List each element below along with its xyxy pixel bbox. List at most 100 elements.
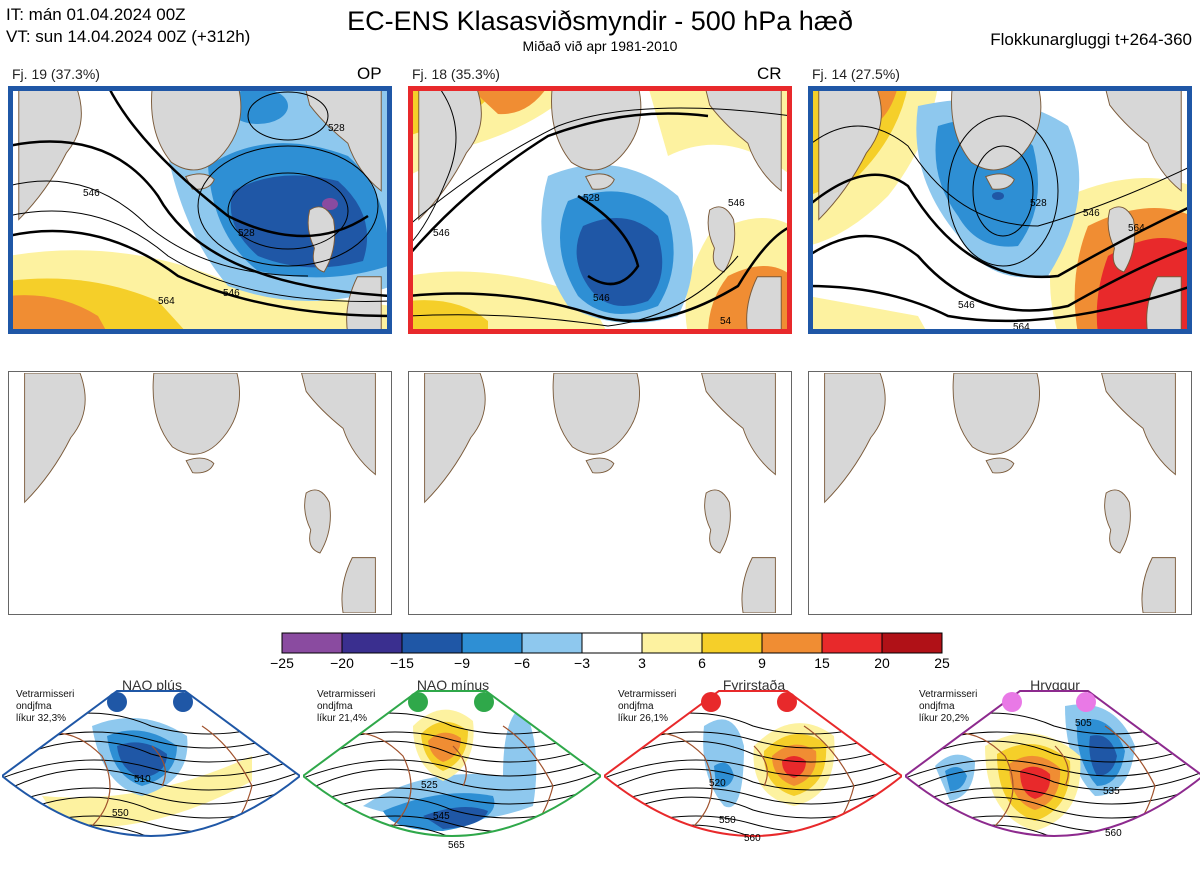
cluster-3-contour-label: 564 [1128, 223, 1145, 234]
regime-map: 520 550 560 [604, 690, 902, 844]
anomaly-region [1020, 766, 1051, 799]
height-contour [303, 740, 601, 765]
height-contour [2, 757, 300, 779]
colorbar-tick-label: 3 [638, 655, 646, 671]
regime-contour-label: 550 [112, 808, 129, 819]
colorbar-swatch [281, 632, 343, 654]
colorbar-tick-label: 15 [814, 655, 830, 671]
regime-contour-label: 565 [448, 840, 465, 851]
height-contour [604, 740, 902, 765]
empty-map-3 [808, 371, 1192, 615]
colorbar-swatch [461, 632, 523, 654]
regime-marker-dot [474, 692, 494, 712]
regime-marker-dot [1002, 692, 1022, 712]
cluster-2-tag: CR [757, 64, 782, 83]
anomaly-region [714, 762, 734, 788]
regime-info-line: ondjfma [317, 701, 353, 712]
cluster-3-frame [808, 86, 1192, 334]
regime-contour-label: 525 [421, 780, 438, 791]
regime-frame [905, 690, 1200, 837]
regime-map: 525 545 565 [303, 690, 601, 851]
cluster-2-contour-label: 546 [593, 293, 610, 304]
regime-info-line: Vetrarmisseri [16, 689, 75, 700]
cluster-1-contour-label: 546 [223, 288, 240, 299]
height-contour [604, 785, 902, 807]
empty-map-1 [8, 371, 392, 615]
colorbar [281, 632, 943, 654]
colorbar-swatch [341, 632, 403, 654]
regime-info-line: líkur 20,2% [919, 713, 970, 724]
colorbar-tick-label: −25 [270, 655, 294, 671]
colorbar-tick-label: 20 [874, 655, 890, 671]
regime-map: 505 535 560 [905, 690, 1200, 858]
colorbar-swatch [521, 632, 583, 654]
regime-info-text: Vetrarmisseri ondjfma líkur 20,2% [919, 689, 977, 725]
height-contour [905, 768, 1200, 793]
regime-frame [303, 690, 601, 837]
regime-contour-label: 510 [134, 774, 151, 785]
colorbar-tick-label: −9 [454, 655, 470, 671]
cluster-3-label: Fj. 14 (27.5%) [812, 66, 900, 82]
regime-info-text: Vetrarmisseri ondjfma líkur 32,3% [16, 689, 74, 725]
regime-title: NAO mínus [416, 677, 490, 693]
regime-frame [2, 690, 300, 837]
regime-contour-label: 560 [744, 833, 761, 844]
cluster-2-contour-label: 54 [720, 316, 732, 327]
cluster-3-map: 528 546 564 546 564 [808, 86, 1192, 334]
regime-info-text: Vetrarmisseri ondjfma líkur 26,1% [618, 689, 676, 725]
anomaly-region [1017, 850, 1053, 858]
regime-marker-dot [701, 692, 721, 712]
anomaly-region [423, 807, 488, 829]
height-contour [2, 785, 300, 807]
cluster-2-contour-label: 546 [433, 228, 450, 239]
colorbar-tick-label: −3 [574, 655, 590, 671]
height-contour [905, 757, 1200, 779]
cluster-1-label: Fj. 19 (37.3%) [12, 66, 100, 82]
regime-info-line: Vetrarmisseri [317, 689, 376, 700]
header-dates: IT: mán 01.04.2024 00Z VT: sun 14.04.202… [6, 4, 250, 48]
height-contour [905, 740, 1200, 765]
colorbar-swatch [401, 632, 463, 654]
regime-info-line: líkur 32,3% [16, 713, 67, 724]
regime-info-line: líkur 26,1% [618, 713, 669, 724]
height-contour [2, 768, 300, 793]
page-title: EC-ENS Klasasviðsmyndir - 500 hPa hæð [347, 6, 853, 36]
classification-window: Flokkunargluggi t+264-360 [990, 30, 1192, 49]
height-contour [2, 740, 300, 765]
regime-info-line: ondjfma [919, 701, 955, 712]
anomaly-region [1089, 735, 1117, 776]
colorbar-tick-label: 6 [698, 655, 706, 671]
height-contour [905, 785, 1200, 807]
cluster-1-contour-label: 546 [83, 188, 100, 199]
cluster-1-contour-label: 528 [328, 123, 345, 134]
colorbar-swatch [641, 632, 703, 654]
anomaly-region [363, 706, 537, 821]
cluster-2-label: Fj. 18 (35.3%) [412, 66, 500, 82]
colorbar-swatch [761, 632, 823, 654]
regime-title: Hryggur [1030, 677, 1080, 693]
regime-info-line: líkur 21,4% [317, 713, 368, 724]
colorbar-tick-label: 9 [758, 655, 766, 671]
cluster-1-contour-label: 528 [238, 228, 255, 239]
cluster-1-map: 528 546 564 546 528 [8, 86, 392, 334]
cluster-3-contour-label: 546 [958, 300, 975, 311]
colorbar-tick-label: −6 [514, 655, 530, 671]
height-contour [303, 757, 601, 779]
regime-marker-dot [107, 692, 127, 712]
anomaly-region [945, 767, 967, 791]
regime-map: 510 550 [2, 690, 300, 862]
colorbar-tick-label: −20 [330, 655, 354, 671]
regime-contour-label: 550 [719, 815, 736, 826]
cluster-1-frame [8, 86, 392, 334]
cluster-2-contour-label: 546 [728, 198, 745, 209]
cluster-2-contour-label: 528 [583, 193, 600, 204]
height-contour [2, 842, 300, 862]
cluster-3-contour-label: 564 [1013, 322, 1030, 333]
regime-frame [604, 690, 902, 837]
height-contour [303, 785, 601, 807]
cluster-1-contour-label: 564 [158, 296, 175, 307]
initial-time: IT: mán 01.04.2024 00Z [6, 5, 186, 24]
regime-info-line: ondjfma [16, 701, 52, 712]
colorbar-tick-label: 25 [934, 655, 950, 671]
page-subtitle: Miðað við apr 1981-2010 [522, 38, 678, 54]
